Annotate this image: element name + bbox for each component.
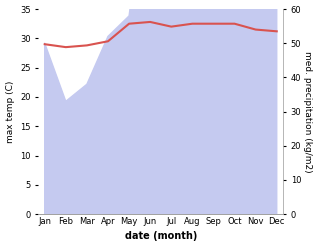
Y-axis label: med. precipitation (kg/m2): med. precipitation (kg/m2) bbox=[303, 51, 313, 172]
X-axis label: date (month): date (month) bbox=[125, 231, 197, 242]
Y-axis label: max temp (C): max temp (C) bbox=[5, 80, 15, 143]
